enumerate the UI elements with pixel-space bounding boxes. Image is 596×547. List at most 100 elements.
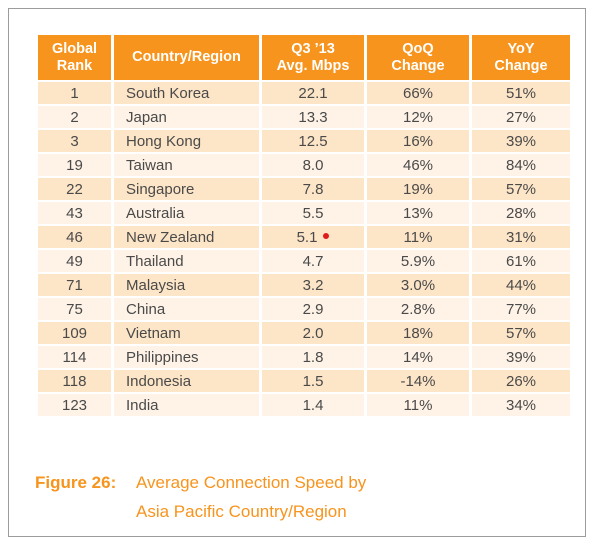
cell-yoy-change: 34% [472, 394, 570, 416]
cell-value: 3.0% [400, 276, 436, 294]
cell-value: 75 [66, 300, 83, 318]
cell-value: 8.0 [302, 156, 324, 174]
cell-country-region: Malaysia [114, 274, 259, 296]
cell-qoq-change: 5.9% [367, 250, 469, 272]
cell-value: 61% [505, 252, 537, 270]
cell-value: 46 [66, 228, 83, 246]
cell-value: 43 [66, 204, 83, 222]
cell-yoy-change: 26% [472, 370, 570, 392]
header-avg-mbps: Q3 ’13 Avg. Mbps [262, 35, 364, 80]
cell-value: Hong Kong [126, 132, 202, 150]
header-text: YoY [507, 40, 535, 57]
cell-avg-mbps: 3.2 [262, 274, 364, 296]
cell-global-rank: 3 [38, 130, 111, 152]
cell-country-region: New Zealand [114, 226, 259, 248]
cell-qoq-change: 3.0% [367, 274, 469, 296]
cell-avg-mbps: 1.5 [262, 370, 364, 392]
header-text: QoQ [402, 40, 434, 57]
cell-country-region: Hong Kong [114, 130, 259, 152]
cell-value: Japan [126, 108, 167, 126]
caption-line-1: Average Connection Speed by [136, 473, 367, 492]
cell-value: 27% [505, 108, 537, 126]
cell-yoy-change: 61% [472, 250, 570, 272]
header-text: Q3 ’13 [291, 40, 335, 57]
figure-label: Figure 26: [35, 473, 117, 492]
cell-value: Taiwan [126, 156, 173, 174]
cell-value: 39% [505, 132, 537, 150]
cell-value: 22 [66, 180, 83, 198]
figure-frame: Global Rank Country/Region Q3 ’13 Avg. M… [8, 8, 586, 537]
caption-line-2: Asia Pacific Country/Region [136, 502, 347, 521]
table-row: 109 Vietnam 2.0 18% 57% [38, 322, 570, 344]
cell-qoq-change: 14% [367, 346, 469, 368]
cell-avg-mbps: 2.0 [262, 322, 364, 344]
cell-yoy-change: 84% [472, 154, 570, 176]
cell-value: 34% [505, 396, 537, 414]
cell-value: Philippines [126, 348, 199, 366]
cell-value: 16% [402, 132, 434, 150]
cell-value: 5.1 [296, 228, 318, 246]
cell-yoy-change: 57% [472, 178, 570, 200]
cell-qoq-change: 12% [367, 106, 469, 128]
cell-global-rank: 43 [38, 202, 111, 224]
cell-value: 57% [505, 324, 537, 342]
cell-global-rank: 1 [38, 82, 111, 104]
cell-value: 118 [62, 372, 87, 390]
table-row: 43 Australia 5.5 13% 28% [38, 202, 570, 224]
cell-value: 66% [402, 84, 434, 102]
cell-yoy-change: 27% [472, 106, 570, 128]
header-text: Change [494, 57, 548, 74]
cell-value: 11% [403, 396, 433, 414]
cell-avg-mbps: 4.7 [262, 250, 364, 272]
cell-avg-mbps: 2.9 [262, 298, 364, 320]
cell-value: 28% [505, 204, 537, 222]
cell-value: 109 [61, 324, 88, 342]
header-text: Avg. Mbps [276, 57, 350, 74]
red-dot-marker-icon [323, 232, 330, 239]
cell-country-region: Taiwan [114, 154, 259, 176]
cell-value: 49 [66, 252, 83, 270]
cell-value: 19 [66, 156, 83, 174]
header-text: Rank [56, 57, 93, 74]
cell-qoq-change: 16% [367, 130, 469, 152]
table-row: 114 Philippines 1.8 14% 39% [38, 346, 570, 368]
cell-country-region: Philippines [114, 346, 259, 368]
cell-global-rank: 46 [38, 226, 111, 248]
cell-value: 11% [403, 228, 433, 246]
header-qoq-change: QoQ Change [367, 35, 469, 80]
cell-avg-mbps: 5.5 [262, 202, 364, 224]
cell-qoq-change: 2.8% [367, 298, 469, 320]
cell-global-rank: 19 [38, 154, 111, 176]
table-row: 3 Hong Kong 12.5 16% 39% [38, 130, 570, 152]
cell-value: 39% [505, 348, 537, 366]
cell-yoy-change: 31% [472, 226, 570, 248]
cell-value: 1.5 [302, 372, 324, 390]
cell-avg-mbps: 8.0 [262, 154, 364, 176]
cell-country-region: China [114, 298, 259, 320]
table-row: 118 Indonesia 1.5 -14% 26% [38, 370, 570, 392]
cell-value: 22.1 [298, 84, 328, 102]
cell-avg-mbps: 22.1 [262, 82, 364, 104]
cell-value: Indonesia [126, 372, 192, 390]
cell-yoy-change: 44% [472, 274, 570, 296]
cell-value: 3 [70, 132, 79, 150]
cell-country-region: India [114, 394, 259, 416]
cell-value: 84% [505, 156, 537, 174]
cell-avg-mbps: 5.1 [262, 226, 364, 248]
cell-global-rank: 109 [38, 322, 111, 344]
cell-value: 19% [402, 180, 434, 198]
cell-value: 51% [505, 84, 537, 102]
table-row: 123 India 1.4 11% 34% [38, 394, 570, 416]
cell-value: 13% [402, 204, 434, 222]
cell-country-region: Thailand [114, 250, 259, 272]
cell-global-rank: 2 [38, 106, 111, 128]
cell-qoq-change: 11% [367, 226, 469, 248]
cell-value: 2.8% [400, 300, 436, 318]
cell-value: 2 [70, 108, 79, 126]
cell-value: 13.3 [298, 108, 328, 126]
cell-qoq-change: 19% [367, 178, 469, 200]
cell-value: 7.8 [302, 180, 324, 198]
cell-qoq-change: 66% [367, 82, 469, 104]
cell-value: 77% [505, 300, 537, 318]
cell-yoy-change: 57% [472, 322, 570, 344]
